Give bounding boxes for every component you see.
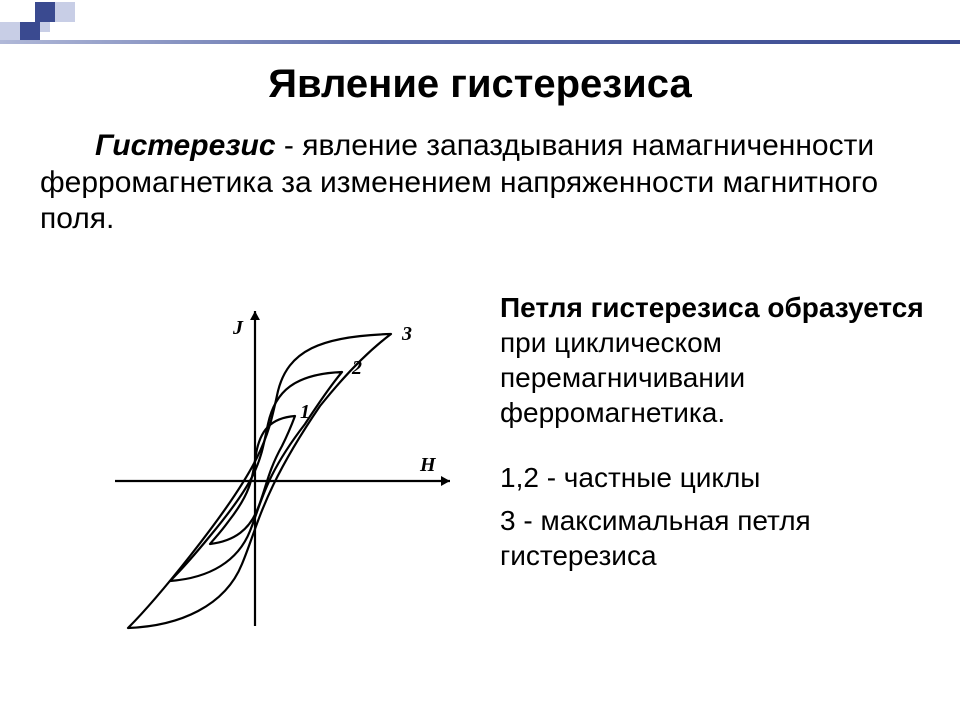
side-text-lead-rest: при циклическом перемагничивании феррома… [500, 327, 745, 428]
side-text-line2: 1,2 - частные циклы [500, 460, 945, 495]
svg-text:3: 3 [401, 323, 412, 345]
side-text-p1: Петля гистерезиса образуется при цикличе… [500, 290, 945, 430]
svg-text:J: J [232, 317, 244, 339]
definition-term: Гистерезис [95, 129, 276, 162]
spacer [500, 438, 945, 452]
definition-paragraph: Гистерезис - явление запаздывания намагн… [40, 128, 920, 238]
svg-text:2: 2 [351, 357, 362, 379]
side-text-line3: 3 - максимальная петля гистерезиса [500, 503, 945, 573]
svg-text:1: 1 [300, 401, 310, 423]
slide-corner-decoration [0, 0, 120, 55]
page-title: Явление гистерезиса [0, 62, 960, 107]
hysteresis-diagram: H J 3 2 1 [110, 296, 460, 641]
side-text-block: Петля гистерезиса образуется при цикличе… [500, 290, 945, 581]
svg-text:H: H [419, 454, 437, 476]
slide-top-bar [0, 40, 960, 44]
side-text-lead: Петля гистерезиса образуется [500, 292, 924, 323]
